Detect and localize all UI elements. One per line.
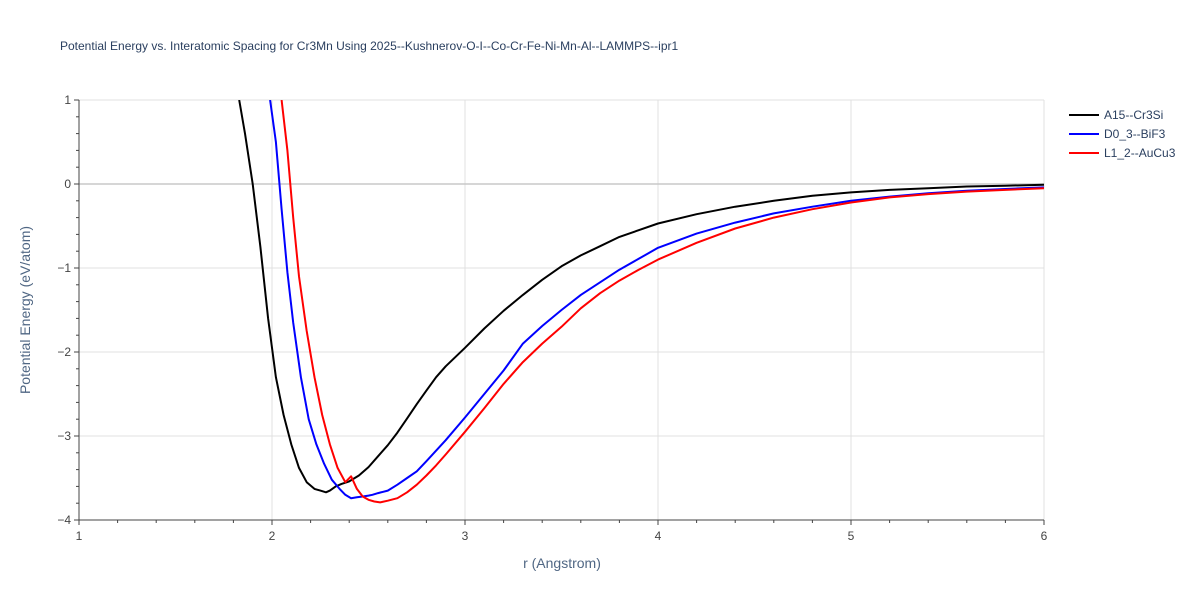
legend-item[interactable]: L1_2--AuCu3 — [1069, 146, 1176, 160]
x-tick-label: 6 — [1041, 529, 1048, 543]
x-tick-label: 2 — [269, 529, 276, 543]
axis-layer — [78, 100, 1044, 521]
y-tick-label: −4 — [57, 513, 71, 527]
legend-label: L1_2--AuCu3 — [1104, 146, 1176, 160]
y-axis-title: Potential Energy (eV/atom) — [17, 226, 33, 394]
legend[interactable]: A15--Cr3Si D0_3--BiF3 L1_2--AuCu3 — [1069, 108, 1176, 160]
x-tick-label: 1 — [76, 529, 83, 543]
x-tick-label: 3 — [462, 529, 469, 543]
legend-item[interactable]: D0_3--BiF3 — [1069, 127, 1166, 141]
legend-label: A15--Cr3Si — [1104, 108, 1163, 122]
x-tick-label: 4 — [655, 529, 662, 543]
y-tick-label: −3 — [57, 429, 71, 443]
legend-item[interactable]: A15--Cr3Si — [1069, 108, 1163, 122]
x-tick-label: 5 — [848, 529, 855, 543]
y-tick-label: −1 — [57, 261, 71, 275]
y-tick-label: 0 — [64, 177, 71, 191]
grid-layer — [79, 99, 1045, 520]
series-line-l1-2-aucu3[interactable] — [280, 100, 1044, 504]
y-tick-label: −2 — [57, 345, 71, 359]
tick-layer: 1 2 3 4 5 6 −4 −3 −2 −1 0 1 — [57, 93, 1047, 543]
chart-title: Potential Energy vs. Interatomic Spacing… — [60, 39, 679, 53]
series-line-a15-cr3si[interactable] — [238, 100, 1044, 494]
legend-label: D0_3--BiF3 — [1104, 127, 1166, 141]
series-layer — [238, 100, 1044, 504]
x-axis-title: r (Angstrom) — [523, 555, 601, 571]
series-line-d0-3-bif3[interactable] — [269, 100, 1044, 500]
y-tick-label: 1 — [64, 93, 71, 107]
